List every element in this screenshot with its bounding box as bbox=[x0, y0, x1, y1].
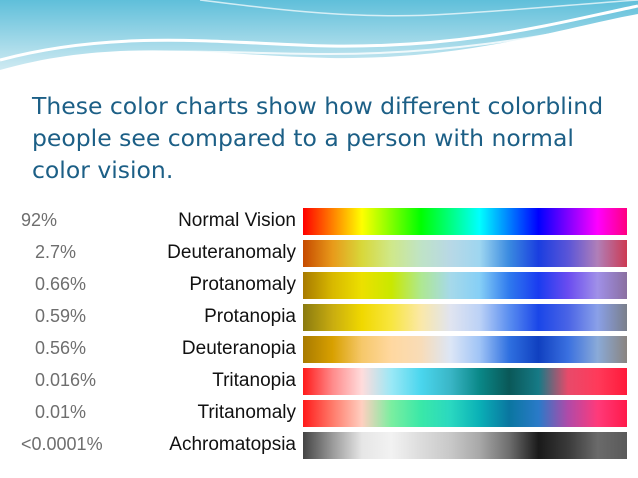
vision-type-label: Protanomaly bbox=[189, 274, 296, 295]
chart-row: 0.59% Protanopia bbox=[15, 302, 635, 334]
vision-type-label: Tritanopia bbox=[212, 370, 296, 391]
vision-type-label: Normal Vision bbox=[178, 210, 296, 231]
color-spectrum-bar bbox=[303, 336, 627, 363]
chart-row: 92% Normal Vision bbox=[15, 206, 635, 238]
color-spectrum-bar bbox=[303, 400, 627, 427]
prevalence-percent: 0.01% bbox=[35, 402, 87, 422]
vision-type-label: Tritanomaly bbox=[197, 402, 296, 423]
chart-row: 0.66% Protanomaly bbox=[15, 270, 635, 302]
chart-row: <0.0001% Achromatopsia bbox=[15, 430, 635, 462]
color-spectrum-bar bbox=[303, 304, 627, 331]
prevalence-percent: <0.0001% bbox=[21, 434, 103, 454]
prevalence-percent: 2.7% bbox=[35, 242, 77, 262]
chart-row: 2.7% Deuteranomaly bbox=[15, 238, 635, 270]
vision-type-label: Protanopia bbox=[204, 306, 296, 327]
vision-type-label: Deuteranomaly bbox=[167, 242, 296, 263]
color-spectrum-bar bbox=[303, 240, 627, 267]
chart-row: 0.01% Tritanomaly bbox=[15, 398, 635, 430]
color-spectrum-bar bbox=[303, 368, 627, 395]
prevalence-percent: 0.66% bbox=[35, 274, 87, 294]
vision-type-label: Deuteranopia bbox=[181, 338, 296, 359]
chart-row: 0.016% Tritanopia bbox=[15, 366, 635, 398]
color-spectrum-bar bbox=[303, 208, 627, 235]
vision-type-label: Achromatopsia bbox=[169, 434, 296, 455]
color-vision-chart: 92% Normal Vision 2.7% Deuteranomaly 0.66% Pr… bbox=[15, 206, 635, 468]
header-wave-decoration bbox=[0, 0, 638, 73]
color-spectrum-bar bbox=[303, 432, 627, 459]
color-spectrum-bar bbox=[303, 272, 627, 299]
chart-row: 0.56% Deuteranopia bbox=[15, 334, 635, 366]
prevalence-percent: 92% bbox=[21, 210, 58, 230]
prevalence-percent: 0.016% bbox=[35, 370, 97, 390]
slide-title: These color charts show how different co… bbox=[32, 92, 604, 184]
prevalence-percent: 0.59% bbox=[35, 306, 87, 326]
prevalence-percent: 0.56% bbox=[35, 338, 87, 358]
